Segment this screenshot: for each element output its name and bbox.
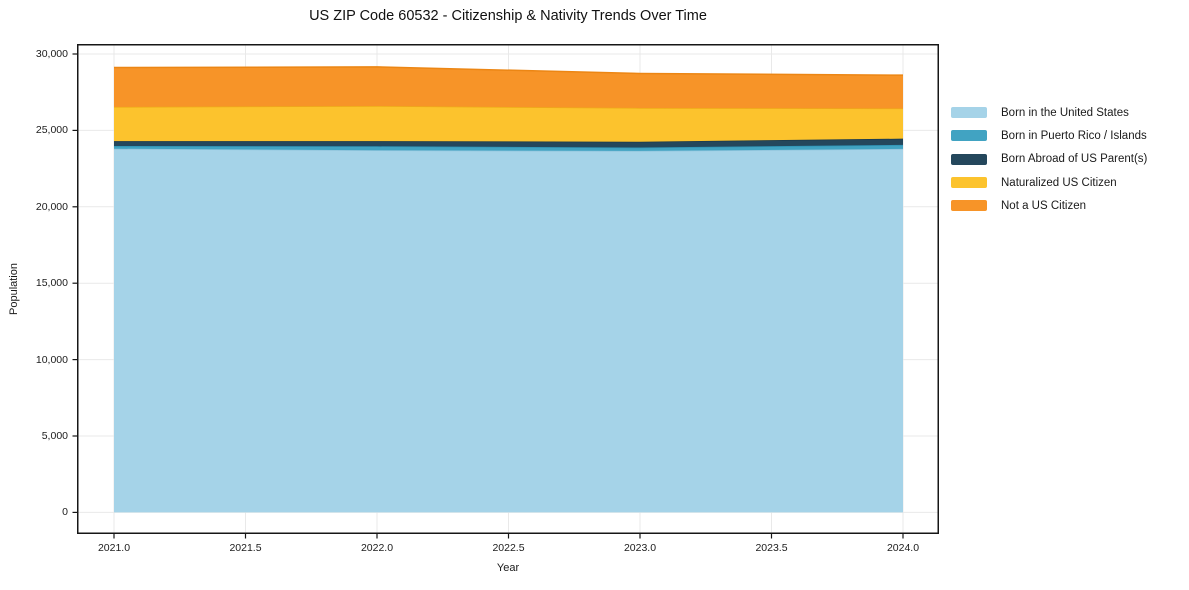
legend-label: Born in Puerto Rico / Islands <box>1001 129 1147 142</box>
plot-area <box>72 44 939 539</box>
x-tick-label: 2022.5 <box>492 542 525 554</box>
legend-item-0: Born in the United States <box>951 101 1147 124</box>
x-tick-label: 2024.0 <box>886 542 920 554</box>
tick-marks <box>72 53 904 539</box>
area-series-3 <box>114 105 903 142</box>
plot-border <box>77 44 939 534</box>
legend-swatch <box>951 130 987 142</box>
legend-label: Born Abroad of US Parent(s) <box>1001 153 1148 166</box>
y-tick-label: 15,000 <box>35 277 68 290</box>
stacked-areas <box>113 66 904 513</box>
legend-label: Born in the United States <box>1001 106 1129 119</box>
y-tick-label: 25,000 <box>35 124 68 137</box>
legend-swatch <box>951 200 987 212</box>
y-tick-label: 20,000 <box>35 200 68 213</box>
x-tick-label: 2023.0 <box>623 542 657 554</box>
legend: Born in the United States Born in Puerto … <box>951 101 1147 217</box>
x-axis-label: Year <box>496 562 520 574</box>
y-tick-label: 5,000 <box>41 430 68 442</box>
legend-swatch <box>951 177 987 189</box>
legend-item-4: Not a US Citizen <box>951 194 1147 217</box>
area-series-2 <box>114 138 903 148</box>
legend-item-3: Naturalized US Citizen <box>951 171 1147 194</box>
area-series-0 <box>114 148 903 513</box>
legend-swatch <box>951 153 987 165</box>
legend-label: Not a US Citizen <box>1001 199 1087 212</box>
x-tick-label: 2021.5 <box>229 542 262 554</box>
legend-item-2: Born Abroad of US Parent(s) <box>951 148 1147 171</box>
legend-swatch <box>951 107 987 119</box>
legend-label: Naturalized US Citizen <box>1001 176 1117 189</box>
x-tick-label: 2022.0 <box>360 542 394 554</box>
y-tick-label: 30,000 <box>35 48 68 60</box>
x-tick-label: 2023.5 <box>755 542 788 554</box>
area-edge-4 <box>113 66 904 76</box>
x-tick-label: 2021.0 <box>97 542 131 554</box>
legend-item-1: Born in Puerto Rico / Islands <box>951 124 1147 147</box>
chart-title: US ZIP Code 60532 - Citizenship & Nativi… <box>309 8 707 24</box>
y-tick-label: 10,000 <box>35 353 68 366</box>
area-series-4 <box>114 66 903 109</box>
y-tick-label: 0 <box>62 506 68 519</box>
